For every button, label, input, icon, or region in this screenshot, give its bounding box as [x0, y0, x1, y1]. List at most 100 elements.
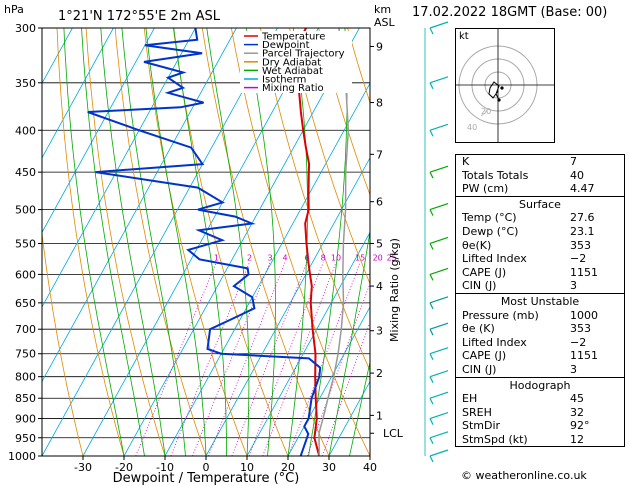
wet-adiabat	[100, 28, 166, 456]
wind-barb	[429, 21, 449, 29]
series-parcel-trajectory	[318, 28, 350, 456]
mixing-ratio-label: 4	[282, 253, 287, 262]
pressure-tick-label: 750	[15, 348, 36, 361]
legend-item: Dry Adiabat	[262, 57, 321, 68]
datetime-title: 17.02.2022 18GMT (Base: 00)	[412, 5, 608, 20]
height-km-label: 3	[376, 325, 383, 338]
pressure-tick-label: 950	[15, 432, 36, 445]
temperature-tick-label: -10	[156, 461, 174, 474]
pressure-tick-label: 1000	[8, 450, 36, 463]
hodograph-table-title: Hodograph	[456, 376, 624, 393]
wind-barb	[429, 129, 434, 137]
dry-adiabat	[260, 28, 370, 372]
index-value: 4.47	[570, 182, 595, 196]
wind-barb	[429, 27, 434, 35]
index-label: CAPE (J)	[462, 349, 507, 363]
index-value: 1151	[570, 265, 598, 279]
wet-adiabat	[246, 28, 276, 456]
wind-barb	[429, 243, 434, 250]
mixing-ratio-line	[321, 321, 370, 456]
wind-barb	[429, 165, 449, 173]
index-row: CAPE (J) 1151	[456, 266, 624, 280]
x-axis-title: Dewpoint / Temperature (°C)	[113, 471, 300, 486]
pressure-tick-label: 650	[15, 297, 36, 310]
series-dewpoint	[87, 28, 322, 456]
pressure-tick-label: 450	[15, 166, 36, 179]
isotherm	[205, 156, 370, 456]
pressure-tick-label: 600	[15, 268, 36, 281]
index-row: CAPE (J) 1151	[456, 349, 624, 363]
location-title: 1°21'N 172°55'E 2m ASL	[58, 9, 221, 24]
index-row: CIN (J) 3	[456, 363, 624, 377]
index-label: Lifted Index	[462, 252, 527, 266]
index-label: StmDir	[462, 419, 501, 433]
legend-item: Temperature	[261, 32, 325, 43]
index-value: 27.6	[570, 211, 595, 225]
mixing-ratio-line	[307, 282, 370, 456]
index-value: 353	[570, 238, 591, 252]
isotherm	[287, 306, 370, 456]
wet-adiabat	[145, 28, 207, 456]
height-km-label: 2	[376, 367, 383, 380]
mixing-ratio-label: 15	[355, 253, 365, 262]
wind-barb	[429, 397, 434, 405]
index-label: θe (K)	[462, 322, 495, 336]
wind-barb	[429, 328, 434, 336]
index-value: 12	[570, 432, 584, 446]
index-label: Lifted Index	[462, 335, 527, 349]
index-label: Dewp (°C)	[462, 224, 519, 238]
hodograph-trace	[488, 81, 500, 101]
isotherm	[42, 28, 73, 85]
index-row: Pressure (mb) 1000	[456, 309, 624, 323]
mixing-ratio-line	[208, 262, 286, 456]
height-km-label: 9	[376, 41, 383, 54]
wind-barb	[429, 418, 434, 425]
index-value: 353	[570, 322, 591, 336]
isotherm	[246, 231, 370, 456]
index-label: Temp (°C)	[462, 211, 517, 225]
legend-item: Isotherm	[262, 75, 306, 86]
height-km-label: 7	[376, 148, 383, 161]
temperature-tick-label: 20	[281, 461, 295, 474]
wind-barb	[429, 370, 449, 378]
dry-adiabat	[143, 28, 248, 456]
wind-barb	[429, 353, 434, 361]
surface-title: Surface	[456, 195, 624, 212]
index-value: 40	[570, 168, 584, 182]
index-label: CIN (J)	[462, 279, 497, 293]
wet-adiabat	[81, 28, 145, 456]
index-label: PW (cm)	[462, 182, 509, 196]
mixing-ratio-label: 8	[321, 253, 326, 262]
mixing-ratio-label: 10	[331, 253, 341, 262]
dry-adiabat	[318, 28, 370, 196]
wind-barb	[429, 322, 449, 330]
isotherm	[42, 28, 278, 456]
index-value: 32	[570, 405, 584, 419]
most-unstable-title: Most Unstable	[456, 292, 624, 309]
isotherm	[42, 28, 155, 234]
wind-barb	[429, 411, 449, 420]
index-row: Lifted Index −2	[456, 252, 624, 266]
wind-barb	[429, 236, 449, 245]
index-label: θe(K)	[462, 238, 492, 252]
copyright: © weatheronline.co.uk	[461, 469, 587, 482]
mixing-ratio-line	[288, 262, 361, 456]
pressure-tick-label: 800	[15, 371, 36, 384]
temperature-tick-label: 10	[240, 461, 254, 474]
isotherm	[82, 28, 319, 456]
hodograph-ring-label: 40	[467, 123, 477, 132]
mixing-ratio-label: 3	[267, 253, 272, 262]
wet-adiabat	[63, 28, 125, 456]
index-row: CIN (J) 3	[456, 279, 624, 293]
pressure-tick-label: 700	[15, 323, 36, 336]
wind-barb	[429, 267, 449, 275]
dry-adiabat	[56, 28, 125, 456]
isotherm	[328, 380, 370, 456]
mixing-ratio-label: 6	[304, 253, 309, 262]
wind-barb	[429, 376, 434, 383]
most-unstable-section: Pressure (mb) 1000 θe (K) 353 Lifted Index…	[456, 309, 624, 377]
height-km-label: LCL	[383, 427, 404, 440]
legend-item: Wet Adiabat	[262, 66, 323, 77]
temperature-tick-label: -20	[115, 461, 133, 474]
